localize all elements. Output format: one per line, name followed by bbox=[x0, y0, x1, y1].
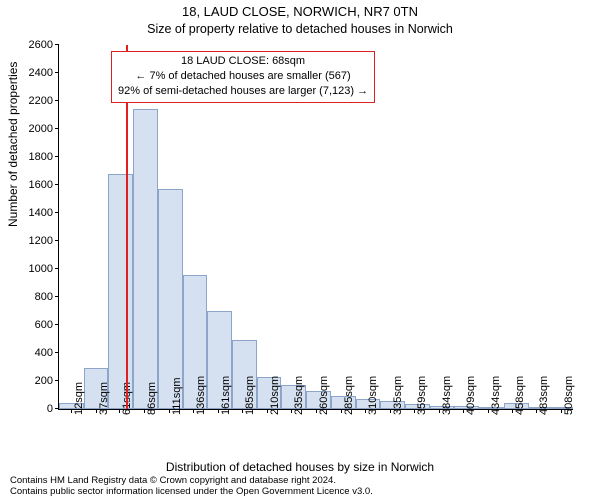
x-tick-mark bbox=[242, 409, 243, 413]
chart-subtitle: Size of property relative to detached ho… bbox=[0, 22, 600, 36]
y-tick-label: 800 bbox=[35, 291, 59, 303]
x-tick-mark bbox=[414, 409, 415, 413]
x-tick-mark bbox=[390, 409, 391, 413]
credits: Contains HM Land Registry data © Crown c… bbox=[10, 476, 373, 498]
x-tick-mark bbox=[218, 409, 219, 413]
y-tick-mark bbox=[55, 352, 59, 353]
y-tick-mark bbox=[55, 380, 59, 381]
y-tick-mark bbox=[55, 156, 59, 157]
y-tick-label: 2400 bbox=[29, 67, 59, 79]
x-tick-mark bbox=[267, 409, 268, 413]
y-tick-mark bbox=[55, 296, 59, 297]
y-tick-label: 2600 bbox=[29, 39, 59, 51]
y-tick-label: 1200 bbox=[29, 235, 59, 247]
annotation-line1: 18 LAUD CLOSE: 68sqm bbox=[118, 54, 368, 69]
y-tick-label: 400 bbox=[35, 347, 59, 359]
x-tick-mark bbox=[169, 409, 170, 413]
x-tick-mark bbox=[512, 409, 513, 413]
bar bbox=[158, 189, 183, 409]
x-tick-mark bbox=[71, 409, 72, 413]
chart-container: 18, LAUD CLOSE, NORWICH, NR7 0TN Size of… bbox=[0, 0, 600, 500]
y-tick-label: 1400 bbox=[29, 207, 59, 219]
bar bbox=[133, 109, 158, 409]
y-tick-mark bbox=[55, 408, 59, 409]
bar bbox=[108, 174, 133, 409]
y-tick-label: 1600 bbox=[29, 179, 59, 191]
y-tick-mark bbox=[55, 184, 59, 185]
y-tick-mark bbox=[55, 212, 59, 213]
y-tick-mark bbox=[55, 128, 59, 129]
x-axis-label: Distribution of detached houses by size … bbox=[0, 460, 600, 474]
credits-line2: Contains public sector information licen… bbox=[10, 487, 373, 498]
annotation-box: 18 LAUD CLOSE: 68sqm ← 7% of detached ho… bbox=[111, 51, 375, 103]
plot-area: 18 LAUD CLOSE: 68sqm ← 7% of detached ho… bbox=[58, 45, 573, 410]
y-tick-label: 1800 bbox=[29, 151, 59, 163]
y-tick-mark bbox=[55, 100, 59, 101]
x-tick-mark bbox=[144, 409, 145, 413]
y-tick-mark bbox=[55, 240, 59, 241]
x-tick-mark bbox=[316, 409, 317, 413]
chart-title: 18, LAUD CLOSE, NORWICH, NR7 0TN bbox=[0, 4, 600, 19]
y-tick-label: 2000 bbox=[29, 123, 59, 135]
y-tick-label: 0 bbox=[47, 403, 59, 415]
x-tick-mark bbox=[341, 409, 342, 413]
y-tick-label: 2200 bbox=[29, 95, 59, 107]
y-tick-mark bbox=[55, 268, 59, 269]
y-axis-label: Number of detached properties bbox=[6, 62, 20, 227]
y-tick-mark bbox=[55, 72, 59, 73]
annotation-line2: ← 7% of detached houses are smaller (567… bbox=[118, 69, 368, 84]
x-tick-mark bbox=[96, 409, 97, 413]
y-tick-mark bbox=[55, 44, 59, 45]
y-tick-label: 200 bbox=[35, 375, 59, 387]
y-tick-mark bbox=[55, 324, 59, 325]
y-tick-label: 600 bbox=[35, 319, 59, 331]
x-tick-mark bbox=[488, 409, 489, 413]
x-tick-mark bbox=[439, 409, 440, 413]
annotation-line3: 92% of semi-detached houses are larger (… bbox=[118, 84, 368, 99]
x-tick-mark bbox=[561, 409, 562, 413]
y-tick-label: 1000 bbox=[29, 263, 59, 275]
